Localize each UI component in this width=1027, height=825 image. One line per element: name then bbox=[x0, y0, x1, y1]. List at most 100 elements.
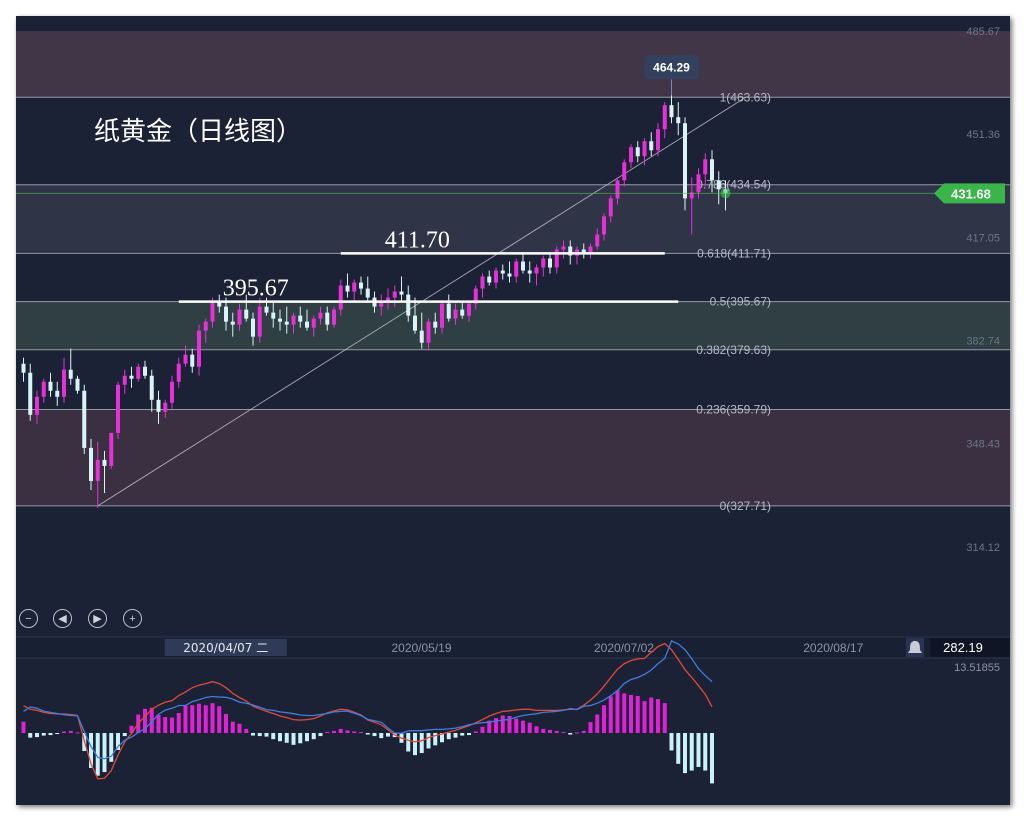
macd-bar bbox=[210, 703, 215, 733]
annotation-label: 411.70 bbox=[385, 227, 450, 253]
candle-body bbox=[629, 147, 633, 163]
chart-title: 纸黄金（日线图） bbox=[94, 117, 302, 147]
macd-bar bbox=[41, 733, 46, 736]
candle bbox=[156, 390, 161, 424]
fib-label: 0.236(359.79) bbox=[696, 402, 771, 416]
candle-body bbox=[588, 246, 593, 253]
zoom-in-button[interactable]: + bbox=[123, 609, 142, 628]
macd-bar bbox=[494, 718, 498, 733]
candle-body bbox=[345, 285, 350, 292]
candle-body bbox=[55, 390, 60, 397]
candle bbox=[291, 312, 296, 334]
candle bbox=[446, 294, 451, 322]
macd-dif-line bbox=[23, 642, 713, 780]
macd-bar bbox=[662, 703, 667, 733]
candle-body bbox=[95, 459, 100, 481]
macd-bar bbox=[338, 728, 343, 733]
candle bbox=[122, 369, 127, 394]
readout-value: 282.19 bbox=[943, 640, 983, 655]
candle bbox=[143, 360, 147, 379]
candle-body bbox=[170, 381, 174, 403]
candle-body bbox=[82, 390, 87, 448]
candle bbox=[325, 306, 330, 331]
candle bbox=[102, 450, 107, 493]
macd-bar bbox=[359, 731, 363, 733]
readout-bg bbox=[930, 638, 1010, 657]
macd-bar bbox=[588, 722, 593, 733]
candle-body bbox=[264, 306, 269, 313]
candle-body bbox=[541, 258, 546, 268]
candle bbox=[251, 312, 255, 346]
macd-bar bbox=[689, 733, 694, 771]
y-tick-label: 348.43 bbox=[966, 439, 1000, 451]
macd-bar bbox=[629, 694, 633, 733]
candle bbox=[689, 177, 694, 235]
candle bbox=[629, 144, 633, 169]
candle bbox=[595, 228, 600, 250]
candle-body bbox=[703, 159, 708, 175]
candle bbox=[561, 240, 566, 259]
candle-body bbox=[298, 315, 303, 322]
candle bbox=[460, 300, 465, 319]
annotations: 411.70 395.67 bbox=[178, 227, 679, 303]
macd-bar bbox=[244, 728, 249, 733]
macd-bar bbox=[372, 733, 377, 737]
candle bbox=[75, 375, 80, 394]
y-tick-label: 417.05 bbox=[966, 232, 1000, 244]
candle-body bbox=[534, 267, 539, 274]
candle bbox=[541, 255, 546, 277]
macd-bar bbox=[251, 733, 255, 736]
candle-body bbox=[521, 261, 525, 271]
candle-body bbox=[48, 381, 53, 391]
macd-bar bbox=[109, 733, 114, 762]
candle bbox=[149, 369, 154, 412]
candle bbox=[365, 276, 370, 301]
candle bbox=[716, 171, 721, 205]
candle bbox=[170, 375, 174, 409]
macd-bar bbox=[48, 733, 53, 736]
candle bbox=[608, 195, 613, 223]
candle-body bbox=[467, 303, 471, 316]
macd-bar bbox=[68, 730, 73, 733]
y-tick-label: 451.36 bbox=[966, 129, 1000, 141]
candle bbox=[615, 177, 620, 205]
candle bbox=[521, 252, 525, 274]
candle bbox=[352, 279, 357, 301]
macd-bar bbox=[163, 717, 168, 733]
step-forward-button[interactable]: ▶ bbox=[88, 609, 107, 628]
macd-bar bbox=[190, 705, 195, 733]
candle-body bbox=[237, 309, 242, 325]
fib-zones bbox=[16, 31, 1010, 506]
candle-body bbox=[190, 354, 195, 367]
macd-bar bbox=[75, 732, 80, 734]
candle-body bbox=[203, 321, 208, 331]
macd-bar bbox=[224, 713, 228, 733]
candle bbox=[649, 132, 654, 157]
macd-bar bbox=[615, 690, 620, 733]
candle-body bbox=[311, 318, 316, 328]
macd-bar bbox=[419, 733, 424, 754]
fib-levels: 1(463.63)0.786(434.54)0.618(411.71)0.5(3… bbox=[16, 90, 1010, 513]
candle-body bbox=[352, 282, 357, 292]
candle-body bbox=[21, 363, 26, 373]
candle bbox=[298, 306, 303, 328]
candle-body bbox=[136, 366, 141, 379]
candle-body bbox=[568, 246, 573, 256]
candle bbox=[527, 261, 532, 283]
candle-body bbox=[649, 141, 654, 151]
macd-bar bbox=[116, 733, 120, 750]
macd-bar bbox=[21, 721, 26, 733]
candle bbox=[41, 378, 46, 403]
candle-body bbox=[291, 315, 296, 325]
candle-body bbox=[75, 378, 80, 391]
candle bbox=[710, 150, 714, 193]
candle-body bbox=[89, 447, 93, 481]
candle-body bbox=[716, 180, 721, 190]
candle bbox=[514, 258, 519, 283]
step-back-button[interactable]: ◀ bbox=[53, 609, 72, 628]
candle bbox=[602, 213, 606, 241]
peak-label: 464.29 bbox=[653, 60, 690, 74]
zoom-out-button[interactable]: − bbox=[19, 609, 38, 628]
candle-body bbox=[156, 399, 161, 412]
current-price-tag-bg bbox=[934, 183, 1005, 204]
